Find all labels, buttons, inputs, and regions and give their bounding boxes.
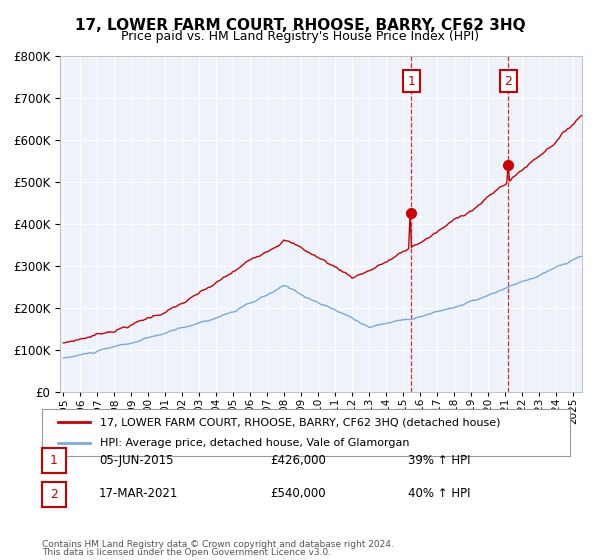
Text: This data is licensed under the Open Government Licence v3.0.: This data is licensed under the Open Gov… (42, 548, 331, 557)
Text: Price paid vs. HM Land Registry's House Price Index (HPI): Price paid vs. HM Land Registry's House … (121, 30, 479, 43)
Text: 05-JUN-2015: 05-JUN-2015 (99, 454, 173, 467)
Text: 1: 1 (407, 74, 415, 88)
Text: 1: 1 (50, 454, 58, 467)
Text: 17, LOWER FARM COURT, RHOOSE, BARRY, CF62 3HQ (detached house): 17, LOWER FARM COURT, RHOOSE, BARRY, CF6… (100, 417, 500, 427)
Text: 40% ↑ HPI: 40% ↑ HPI (408, 487, 470, 501)
Text: 17-MAR-2021: 17-MAR-2021 (99, 487, 178, 501)
Text: £426,000: £426,000 (270, 454, 326, 467)
Text: Contains HM Land Registry data © Crown copyright and database right 2024.: Contains HM Land Registry data © Crown c… (42, 540, 394, 549)
Text: £540,000: £540,000 (270, 487, 326, 501)
Text: HPI: Average price, detached house, Vale of Glamorgan: HPI: Average price, detached house, Vale… (100, 438, 410, 448)
Text: 39% ↑ HPI: 39% ↑ HPI (408, 454, 470, 467)
Text: 2: 2 (50, 488, 58, 501)
Text: 2: 2 (505, 74, 512, 88)
Text: 17, LOWER FARM COURT, RHOOSE, BARRY, CF62 3HQ: 17, LOWER FARM COURT, RHOOSE, BARRY, CF6… (74, 18, 526, 32)
